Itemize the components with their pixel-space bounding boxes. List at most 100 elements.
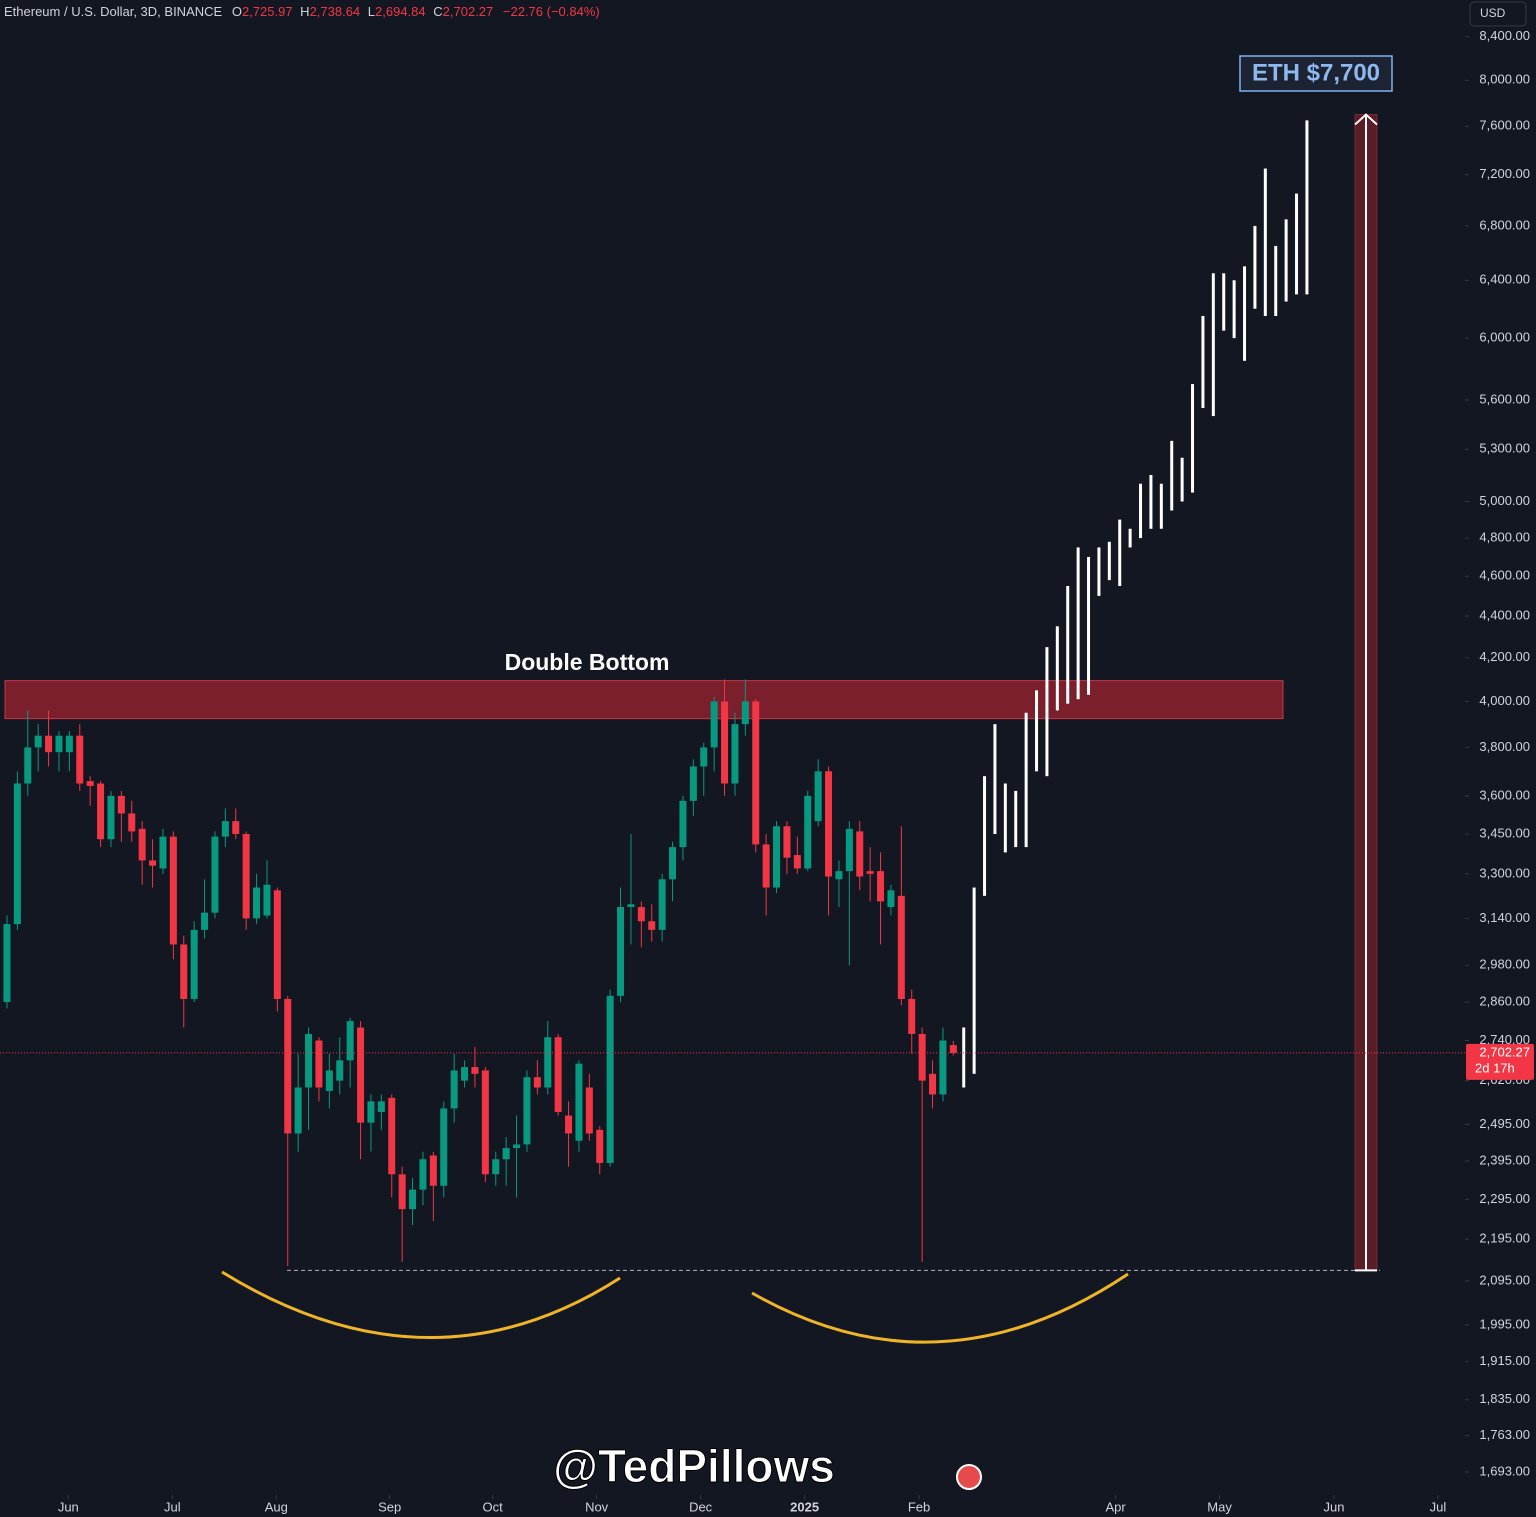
candle-body [253, 887, 261, 919]
candle-body [544, 1037, 552, 1088]
y-tick-label: 6,400.00 [1479, 272, 1530, 287]
candle-body [731, 724, 739, 784]
header: Ethereum / U.S. Dollar, 3D, BINANCE O2,7… [4, 4, 600, 19]
candle-body [169, 836, 177, 945]
candle-body [845, 828, 853, 872]
currency-box [1469, 1, 1527, 27]
projection-bar [1243, 266, 1247, 361]
candle-body [669, 847, 677, 880]
candle-body [585, 1087, 593, 1134]
y-tick-label: 2,740.00 [1479, 1032, 1530, 1047]
axis-layer: 8,400.00 8,000.00 7,600.00 7,200.00 6,800.00… [58, 28, 1534, 1514]
projection-bar [1055, 626, 1059, 711]
candle-body [3, 924, 11, 1003]
candle-body [76, 735, 84, 784]
x-tick-label: Aug [265, 1499, 288, 1514]
y-tick-label: 4,400.00 [1479, 607, 1530, 622]
y-tick-label: 4,200.00 [1479, 649, 1530, 664]
projection-bar [1118, 519, 1122, 587]
candle-body [128, 813, 136, 832]
y-tick-label: 1,763.00 [1479, 1427, 1530, 1442]
change: −22.76 (−0.84%) [503, 4, 600, 19]
x-tick-label: Jul [164, 1499, 181, 1514]
projection-bar [1253, 225, 1257, 309]
projection-bar [1305, 120, 1309, 295]
candle-body [949, 1045, 957, 1053]
candle-body [388, 1097, 396, 1175]
candle-body [398, 1174, 406, 1210]
candle-body [34, 735, 42, 748]
projection-bar [1149, 475, 1153, 529]
candle-body [658, 879, 666, 930]
symbol: Ethereum / U.S. Dollar, 3D, BINANCE [4, 4, 223, 19]
y-tick-label: 1,915.00 [1479, 1353, 1530, 1368]
candle-body [232, 821, 240, 835]
y-tick-label: 5,300.00 [1479, 441, 1530, 456]
y-tick-label: 7,600.00 [1479, 118, 1530, 133]
candle-body [429, 1155, 437, 1186]
candle-body [783, 826, 791, 858]
candle-body [284, 998, 292, 1134]
x-tick-label: 2025 [790, 1499, 819, 1514]
candle-body [346, 1021, 354, 1061]
price-tag-price: 2,702.27 [1479, 1044, 1530, 1059]
resistance-zone [4, 680, 1284, 720]
candle-body [440, 1108, 448, 1186]
y-tick-label: 2,395.00 [1479, 1153, 1530, 1168]
y-tick-label: 6,000.00 [1479, 330, 1530, 345]
candle-body [263, 884, 271, 916]
candle-body [637, 907, 645, 922]
candle-body [752, 701, 760, 845]
y-tick-label: 8,400.00 [1479, 28, 1530, 43]
zone-label: Double Bottom [505, 649, 670, 675]
projection-bar [1076, 547, 1080, 700]
candle-body [55, 735, 63, 753]
projection-bar [1014, 790, 1018, 848]
field-value: 2,702.27 [443, 4, 494, 19]
arrow-head [1354, 113, 1378, 126]
projection-bar [1170, 440, 1174, 511]
projection-bar [1191, 384, 1195, 493]
y-tick-label: 4,800.00 [1479, 530, 1530, 545]
candle-body [180, 944, 188, 999]
marks-layer: ETH $7,700 [0, 55, 1465, 1272]
target-label: ETH $7,700 [1252, 59, 1380, 86]
x-tick-label: Apr [1105, 1499, 1126, 1514]
x-tick-label: Oct [483, 1499, 504, 1514]
candle-body [908, 998, 916, 1034]
logo-icon [956, 1464, 982, 1490]
y-tick-label: 3,800.00 [1479, 739, 1530, 754]
y-tick-label: 1,693.00 [1479, 1463, 1530, 1478]
candle-body [471, 1067, 479, 1074]
candle-body [773, 826, 781, 888]
candle-body [325, 1070, 333, 1091]
y-tick-label: 1,995.00 [1479, 1316, 1530, 1331]
bottom-arc [751, 1272, 1129, 1344]
candle-body [596, 1129, 604, 1163]
candle-body [721, 701, 729, 784]
field-value: 2,738.64 [310, 4, 361, 19]
candle-body [107, 795, 115, 840]
y-tick-label: 4,600.00 [1479, 568, 1530, 583]
candle-body [86, 781, 94, 786]
candle-body [814, 771, 822, 822]
candle-body [835, 871, 843, 880]
projection-bar [1128, 528, 1132, 548]
candle-body [357, 1027, 365, 1123]
projection-bar [1295, 193, 1299, 295]
candle-body [918, 1033, 926, 1081]
candle-body [877, 871, 885, 902]
y-tick-label: 4,000.00 [1479, 693, 1530, 708]
field-value: 2,694.84 [375, 4, 426, 19]
candle-body [211, 836, 219, 913]
candle-body [575, 1063, 583, 1141]
y-tick-label: 3,300.00 [1479, 865, 1530, 880]
candle-body [606, 995, 614, 1163]
candle-body [762, 844, 770, 888]
candle-body [13, 783, 21, 925]
candle-body [513, 1144, 521, 1149]
field-key: C [433, 4, 442, 19]
y-tick-label: 2,980.00 [1479, 957, 1530, 972]
projection-bar [1211, 273, 1215, 417]
candle-body [710, 701, 718, 748]
